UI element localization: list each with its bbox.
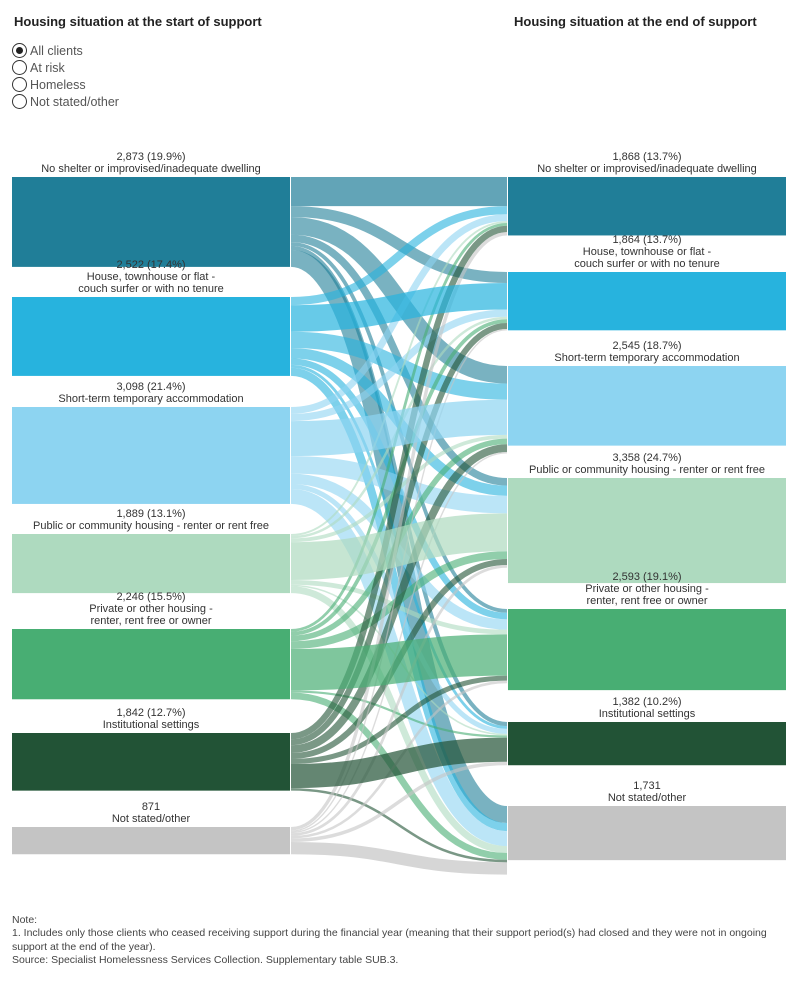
source-text: Source: Specialist Homelessness Services… <box>12 954 399 967</box>
start-node-category-label: No shelter or improvised/inadequate dwel… <box>41 163 261 175</box>
start-node-short-term-temporary-accommodation[interactable] <box>12 407 290 504</box>
filter-option-label: All clients <box>30 43 83 58</box>
radio-circle-icon[interactable] <box>12 43 27 58</box>
start-node-value-label: 2,246 (15.5%) <box>116 591 185 603</box>
nodes-layer <box>12 177 786 861</box>
flow-not-stated-other-to-institutional-settings[interactable] <box>290 761 508 842</box>
flow-private-or-other-housing-renter-rent-free-or-owner-to-private-or-other-housing-renter-rent-free-or-owner[interactable] <box>290 634 508 691</box>
flow-institutional-settings-to-short-term-temporary-accommodation[interactable] <box>290 444 508 754</box>
start-node-category-label: House, townhouse or flat - <box>87 271 216 283</box>
end-node-private-or-other-housing-renter-rent-free-or-owner[interactable] <box>508 609 786 691</box>
end-node-value-label: 1,382 (10.2%) <box>612 696 681 708</box>
start-node-category-label: Public or community housing - renter or … <box>33 520 269 532</box>
start-column-title: Housing situation at the start of suppor… <box>14 14 262 29</box>
start-node-category-label: Institutional settings <box>103 719 200 731</box>
flow-not-stated-other-to-not-stated-other[interactable] <box>290 841 508 875</box>
start-node-value-label: 2,522 (17.4%) <box>116 259 185 271</box>
flow-house-townhouse-or-flat-couch-surfer-or-with-no-tenure-to-no-shelter-or-improvised-inadequate-dwelling[interactable] <box>290 206 508 306</box>
flow-short-term-temporary-accommodation-to-short-term-temporary-accommodation[interactable] <box>290 399 508 457</box>
end-node-category-label: No shelter or improvised/inadequate dwel… <box>537 163 757 175</box>
end-node-house-townhouse-or-flat-couch-surfer-or-with-no-tenure[interactable] <box>508 272 786 331</box>
start-node-private-or-other-housing-renter-rent-free-or-owner[interactable] <box>12 629 290 700</box>
start-node-category-label: Private or other housing - <box>89 603 213 615</box>
end-node-public-or-community-housing-renter-or-rent-free[interactable] <box>508 478 786 584</box>
filter-option-homeless[interactable]: Homeless <box>12 76 119 93</box>
end-node-category-label: Institutional settings <box>599 708 696 720</box>
start-node-institutional-settings[interactable] <box>12 733 290 791</box>
end-node-category-label: renter, rent free or owner <box>586 595 707 607</box>
end-node-not-stated-other[interactable] <box>508 806 786 861</box>
start-node-category-label: renter, rent free or owner <box>90 615 211 627</box>
end-node-value-label: 1,868 (13.7%) <box>612 151 681 163</box>
end-column-title: Housing situation at the end of support <box>514 14 757 29</box>
start-node-not-stated-other[interactable] <box>12 827 290 855</box>
client-filter-radio-group: All clients At risk Homeless Not stated/… <box>12 42 119 110</box>
end-node-category-label: House, townhouse or flat - <box>583 246 712 258</box>
start-node-value-label: 871 <box>142 801 160 813</box>
flow-institutional-settings-to-institutional-settings[interactable] <box>290 737 508 789</box>
flow-private-or-other-housing-renter-rent-free-or-owner-to-institutional-settings[interactable] <box>290 690 508 738</box>
filter-option-at-risk[interactable]: At risk <box>12 59 119 76</box>
end-node-category-label: Public or community housing - renter or … <box>529 464 765 476</box>
flow-public-or-community-housing-renter-or-rent-free-to-no-shelter-or-improvised-inadequate-dwelling[interactable] <box>290 221 508 536</box>
filter-option-label: At risk <box>30 60 65 75</box>
end-node-category-label: Private or other housing - <box>585 583 709 595</box>
flow-institutional-settings-to-private-or-other-housing-renter-rent-free-or-owner[interactable] <box>290 675 508 764</box>
end-node-category-label: Not stated/other <box>608 792 687 804</box>
flow-not-stated-other-to-public-or-community-housing-renter-or-rent-free[interactable] <box>290 564 508 836</box>
flows-layer <box>289 176 509 875</box>
radio-circle-icon[interactable] <box>12 77 27 92</box>
end-node-value-label: 2,545 (18.7%) <box>612 340 681 352</box>
start-node-value-label: 1,889 (13.1%) <box>116 508 185 520</box>
start-node-public-or-community-housing-renter-or-rent-free[interactable] <box>12 534 290 594</box>
end-node-value-label: 1,731 <box>633 780 661 792</box>
start-node-value-label: 3,098 (21.4%) <box>116 381 185 393</box>
end-node-value-label: 3,358 (24.7%) <box>612 452 681 464</box>
labels-layer: No shelter or improvised/inadequate dwel… <box>33 151 765 825</box>
start-node-category-label: couch surfer or with no tenure <box>78 283 224 295</box>
footnotes: Note: 1. Includes only those clients who… <box>12 914 792 968</box>
end-node-category-label: couch surfer or with no tenure <box>574 258 720 270</box>
filter-option-label: Not stated/other <box>30 94 119 109</box>
start-node-category-label: Not stated/other <box>112 813 191 825</box>
end-node-category-label: Short-term temporary accommodation <box>554 352 739 364</box>
flow-institutional-settings-to-not-stated-other[interactable] <box>290 788 508 863</box>
note-item: 1. Includes only those clients who cease… <box>12 927 767 953</box>
flow-no-shelter-or-improvised-inadequate-dwelling-to-house-townhouse-or-flat-couch-surfer-or-with-no-tenure[interactable] <box>290 206 508 283</box>
start-node-no-shelter-or-improvised-inadequate-dwelling[interactable] <box>12 177 290 267</box>
note-heading: Note: <box>12 914 38 926</box>
start-node-value-label: 2,873 (19.9%) <box>116 151 185 163</box>
filter-option-all-clients[interactable]: All clients <box>12 42 119 59</box>
end-node-short-term-temporary-accommodation[interactable] <box>508 366 786 446</box>
start-node-house-townhouse-or-flat-couch-surfer-or-with-no-tenure[interactable] <box>12 297 290 376</box>
flow-institutional-settings-to-no-shelter-or-improvised-inadequate-dwelling[interactable] <box>290 225 508 740</box>
end-node-value-label: 1,864 (13.7%) <box>612 234 681 246</box>
start-node-category-label: Short-term temporary accommodation <box>58 393 243 405</box>
flow-house-townhouse-or-flat-couch-surfer-or-with-no-tenure-to-house-townhouse-or-flat-couch-surfer-or-with-no-tenure[interactable] <box>290 282 508 332</box>
end-node-institutional-settings[interactable] <box>508 722 786 766</box>
radio-circle-icon[interactable] <box>12 94 27 109</box>
filter-option-label: Homeless <box>30 77 86 92</box>
filter-option-not-stated[interactable]: Not stated/other <box>12 93 119 110</box>
radio-circle-icon[interactable] <box>12 60 27 75</box>
flow-short-term-temporary-accommodation-to-house-townhouse-or-flat-couch-surfer-or-with-no-tenure[interactable] <box>290 309 508 422</box>
sankey-chart: No shelter or improvised/inadequate dwel… <box>12 151 786 875</box>
end-node-value-label: 2,593 (19.1%) <box>612 571 681 583</box>
flow-not-stated-other-to-house-townhouse-or-flat-couch-surfer-or-with-no-tenure[interactable] <box>290 328 508 832</box>
flow-public-or-community-housing-renter-or-rent-free-to-public-or-community-housing-renter-or-rent-free[interactable] <box>290 513 508 580</box>
flow-private-or-other-housing-renter-rent-free-or-owner-to-not-stated-other[interactable] <box>290 692 508 860</box>
end-node-no-shelter-or-improvised-inadequate-dwelling[interactable] <box>508 177 786 236</box>
start-node-value-label: 1,842 (12.7%) <box>116 707 185 719</box>
